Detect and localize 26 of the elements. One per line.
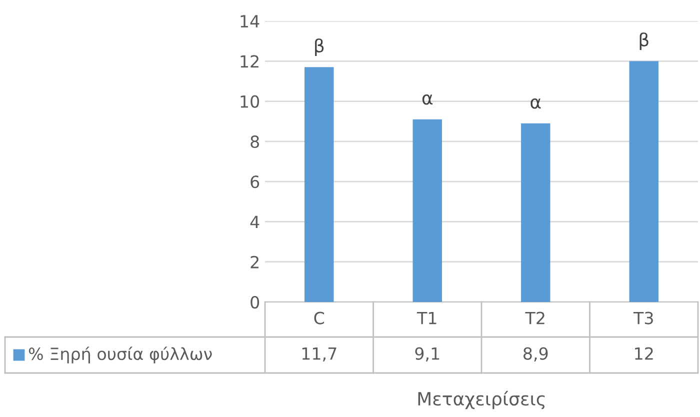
- bar: [521, 123, 550, 302]
- y-tick-label: 8: [250, 135, 259, 148]
- data-label: 9,1: [415, 347, 440, 362]
- y-tick-label: 4: [250, 216, 260, 228]
- bar: [629, 61, 658, 302]
- data-label: 11,7: [302, 347, 336, 362]
- y-tick-label: 14: [240, 15, 260, 28]
- x-tick-label: T3: [633, 312, 653, 324]
- x-tick-label: T2: [525, 312, 544, 324]
- data-label: 8,9: [524, 347, 548, 362]
- x-tick-label: T1: [416, 312, 436, 324]
- y-tick-label: 6: [250, 176, 260, 188]
- x-tick-label: C: [314, 312, 324, 324]
- annotation: α: [530, 98, 541, 109]
- y-tick-label: 12: [240, 55, 258, 68]
- legend-label: % Ξηρή ουσία φύλλων: [28, 346, 212, 364]
- bar: [412, 119, 442, 302]
- annotation: β: [640, 32, 648, 50]
- data-label: 12: [635, 347, 653, 360]
- annotation: β: [315, 38, 324, 56]
- bar: [304, 67, 334, 302]
- x-axis-title: Μεταχειρίσεις: [418, 390, 545, 410]
- annotation: α: [422, 94, 432, 105]
- y-tick-label: 10: [240, 95, 260, 108]
- y-tick-label: 2: [250, 256, 258, 268]
- y-tick-label: 0: [250, 296, 260, 309]
